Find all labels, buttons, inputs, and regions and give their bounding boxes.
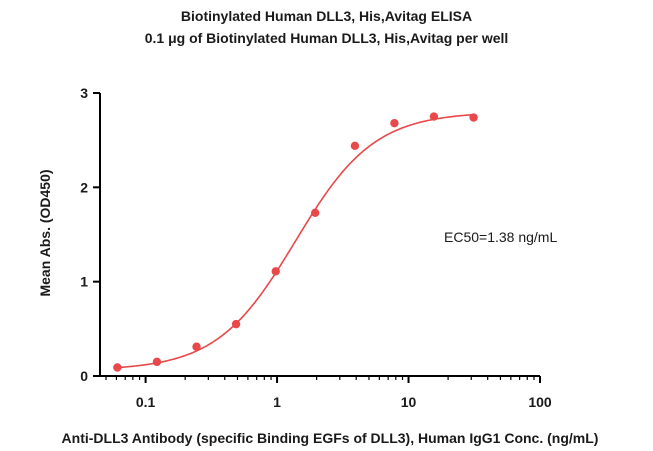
data-point (469, 113, 478, 122)
data-point (113, 363, 122, 372)
ec50-annotation: EC50=1.38 ng/mL (444, 229, 557, 245)
y-tick-label: 2 (80, 179, 88, 195)
chart-subtitle: 0.1 μg of Biotinylated Human DLL3, His,A… (144, 30, 509, 46)
fit-curve (117, 113, 474, 369)
data-point (429, 112, 439, 121)
y-tick-label: 0 (80, 368, 88, 384)
y-axis-label: Mean Abs. (OD450) (37, 169, 53, 296)
x-tick-label: 100 (528, 394, 552, 410)
x-tick-label: 0.1 (136, 394, 156, 410)
y-tick-label: 3 (80, 85, 88, 101)
data-point (231, 319, 241, 329)
y-tick-label: 1 (80, 274, 88, 290)
data-point (390, 118, 399, 128)
data-point (152, 357, 162, 367)
data-point (350, 141, 360, 151)
chart-title: Biotinylated Human DLL3, His,Avitag ELIS… (180, 8, 473, 24)
data-point (310, 208, 320, 218)
data-point (271, 267, 280, 276)
x-tick-label: 10 (401, 394, 417, 410)
data-point (192, 342, 201, 351)
x-tick-label: 1 (273, 394, 281, 410)
x-axis-label: Anti-DLL3 Antibody (specific Binding EGF… (62, 430, 599, 446)
